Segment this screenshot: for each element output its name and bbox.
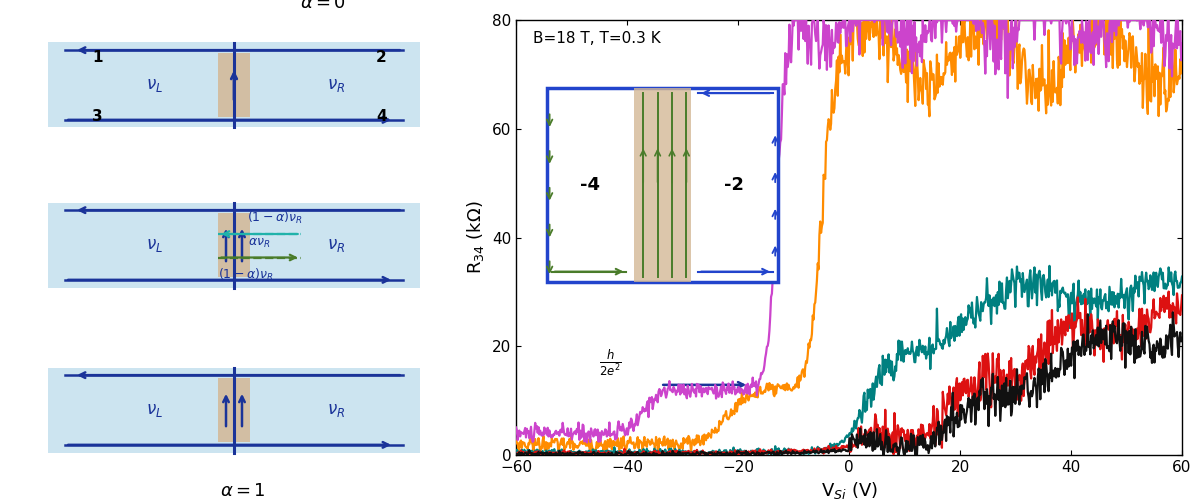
Text: $(1-\alpha)\nu_R$: $(1-\alpha)\nu_R$ [247,210,302,226]
Text: 1: 1 [92,50,102,64]
Text: $\alpha = 1$: $\alpha = 1$ [220,482,265,500]
Text: $\nu_R$: $\nu_R$ [326,401,346,419]
Text: 4: 4 [376,109,386,124]
Text: $\nu_L$: $\nu_L$ [145,236,163,254]
Text: -4: -4 [581,176,600,194]
Bar [218,378,250,442]
Bar [48,42,420,127]
Text: 2: 2 [376,50,386,64]
Bar [634,88,691,282]
Text: $\nu_R$: $\nu_R$ [326,76,346,94]
Text: $\frac{h}{2e^2}$: $\frac{h}{2e^2}$ [599,347,622,378]
Text: $\alpha\nu_R$: $\alpha\nu_R$ [248,236,271,250]
Text: 3: 3 [92,109,102,124]
Text: $\alpha = 0$: $\alpha = 0$ [300,0,346,12]
Text: $\nu_L$: $\nu_L$ [145,401,163,419]
Bar [48,368,420,452]
Bar [218,53,250,117]
Text: -2: -2 [725,176,744,194]
Text: $(1-\alpha)\nu_R$: $(1-\alpha)\nu_R$ [218,267,274,283]
Text: B=18 T, T=0.3 K: B=18 T, T=0.3 K [533,31,660,46]
Bar [48,202,420,288]
Y-axis label: R$_{34}$ (k$\Omega$): R$_{34}$ (k$\Omega$) [466,200,486,274]
Text: $\nu_L$: $\nu_L$ [145,76,163,94]
X-axis label: V$_{Si}$ (V): V$_{Si}$ (V) [821,480,877,500]
Bar [218,213,250,277]
Text: $\nu_R$: $\nu_R$ [326,236,346,254]
